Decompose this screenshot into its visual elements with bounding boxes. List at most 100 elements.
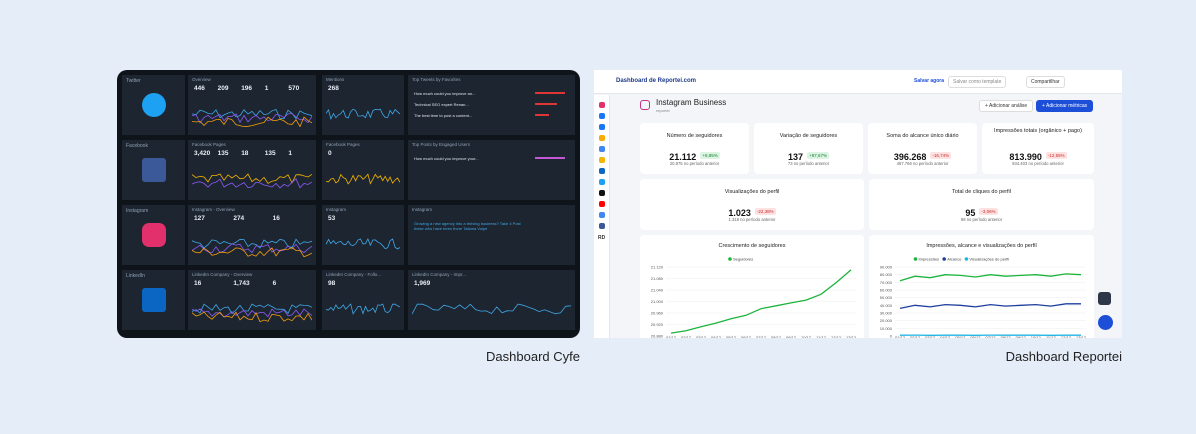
metric-label: Soma do alcance único diário (886, 133, 959, 139)
stat-value: 135 (217, 150, 229, 157)
sidebar-icon[interactable] (599, 157, 605, 163)
chat-button[interactable] (1098, 315, 1113, 330)
sidebar-icon[interactable] (599, 146, 605, 152)
list-item: Technical SEO expert Renan... (414, 102, 469, 107)
sidebar-icon[interactable] (599, 212, 605, 218)
y-tick-label: 20.920 (651, 322, 664, 327)
stat-value: 446 (194, 85, 205, 92)
x-tick-label: 08/12 (1001, 335, 1012, 338)
sidebar-icon[interactable] (599, 223, 605, 229)
x-tick-label: 04/12 (940, 335, 951, 338)
sidebar-icon[interactable] (599, 190, 605, 196)
network-icon (142, 223, 166, 247)
bar-indicator (535, 114, 549, 116)
y-tick-label: 50.000 (880, 295, 893, 300)
sidebar-icon[interactable] (599, 201, 605, 207)
sparkline (326, 173, 400, 185)
x-tick-label: 09/12 (786, 335, 797, 338)
y-tick-label: 70.000 (880, 280, 893, 285)
y-tick-label: 80.000 (880, 272, 893, 277)
sparkline-path (326, 303, 400, 315)
sidebar: RD (594, 95, 610, 338)
widget-title: Mentions (326, 77, 345, 82)
widget: Instagram Growing a new agency into a thr… (408, 205, 575, 265)
y-tick-label: 0 (890, 334, 893, 339)
metric-row: 137 +87,67% (754, 147, 863, 165)
sparkline (326, 108, 400, 121)
cyfe-dashboard: Twitter Overview 446 209 196 1 570 Mentions 268 T… (117, 70, 580, 338)
metric-label: Impressões totais (orgânico + pago) (994, 128, 1082, 134)
stat-value: 135 (264, 150, 276, 157)
chart-card: Crescimento de seguidores Seguidores 20.88… (640, 235, 864, 338)
metric-delta: -3,06% (979, 208, 998, 216)
widget: LinkedIn Company - Overview 16 1,743 6 (188, 270, 316, 330)
metric-label: Número de seguidores (666, 133, 723, 139)
sidebar-icon[interactable] (599, 179, 605, 185)
widget: Instagram 53 (322, 205, 404, 265)
sidebar-icon[interactable] (599, 113, 605, 119)
chart: Seguidores 20.880 20.920 20.960 21.000 21.040… (651, 257, 857, 339)
widget-title: LinkedIn Company - Follo... (326, 272, 382, 277)
legend-marker (728, 257, 732, 261)
widget-title: Instagram (326, 207, 347, 212)
x-tick-label: 03/12 (925, 335, 936, 338)
sidebar-label: RD (598, 235, 606, 241)
sparkline-path (326, 173, 400, 185)
scroll-top-button[interactable] (1098, 292, 1111, 305)
y-tick-label: 20.880 (651, 334, 664, 339)
widget: LinkedIn Company - Follo... 98 (322, 270, 404, 330)
add-analysis[interactable]: + Adicionar análise (979, 100, 1034, 112)
legend-label: Alcance (947, 257, 962, 262)
add-metrics[interactable]: + Adicionar métricas (1036, 100, 1094, 112)
series-line (899, 273, 1082, 282)
network-name: LinkedIn (126, 273, 145, 279)
share-button[interactable]: Compartilhar (1026, 76, 1065, 88)
widget-title: Instagram (412, 207, 433, 212)
metric-delta: +87,67% (807, 152, 829, 160)
template-button[interactable]: Salvar como template (948, 76, 1007, 88)
network-tile: Facebook (122, 140, 185, 200)
metric-row: 95 -3,06% (869, 203, 1094, 221)
x-tick-label: 02/12 (910, 335, 921, 338)
stat-value: 18 (241, 150, 249, 157)
sparkline (326, 238, 400, 250)
sidebar-icon[interactable] (599, 135, 605, 141)
legend-label: Impressões (919, 257, 940, 262)
sparkline (192, 238, 312, 257)
stat-value: 1,743 (233, 280, 250, 287)
sidebar-icon[interactable] (599, 124, 605, 130)
stat-value: 274 (233, 215, 245, 222)
y-tick-label: 21.080 (651, 276, 664, 281)
sparkline-path (192, 113, 312, 124)
stat-value: 1 (288, 150, 293, 157)
list-item: How much could you improve an... (414, 91, 476, 96)
x-tick-label: 07/12 (756, 335, 767, 338)
metric-value: 1.023 (728, 208, 751, 218)
legend-marker (942, 257, 946, 261)
y-tick-label: 21.040 (651, 288, 664, 293)
metric-previous: 20.875 no período anterior (669, 161, 720, 166)
metric-previous: 934.403 no período anterior (1012, 161, 1064, 166)
metric-card: Variação de seguidores 137 +87,67% 73 no pe… (754, 123, 863, 174)
page-title: Instagram Business (656, 98, 727, 107)
metric-row: 396.268 -16,74% (868, 147, 977, 165)
widget: Facebook Pages 0 (322, 140, 404, 200)
x-tick-label: 10/12 (1031, 335, 1042, 338)
sparkline-path (412, 303, 571, 315)
x-tick-label: 01/12 (666, 335, 677, 338)
metric-card: Total de cliques do perfil 95 -3,06% 98 no … (869, 179, 1094, 230)
widget-title: Facebook Pages (326, 142, 360, 147)
sparkline-path (192, 173, 312, 184)
sidebar-icon[interactable] (599, 102, 605, 108)
x-tick-label: 08/12 (771, 335, 782, 338)
reportei-dashboard: Dashboard de Reportei.com Salvar agora Sal… (594, 70, 1122, 338)
page-icon (640, 100, 650, 110)
sidebar-icon[interactable] (599, 168, 605, 174)
save-button[interactable]: Salvar agora (914, 78, 945, 84)
caption: Dashboard Cyfe (486, 349, 580, 364)
legend-label: Seguidores (733, 257, 753, 262)
stat-value: 16 (272, 215, 280, 222)
widget: Instagram - Overview 127 274 16 (188, 205, 316, 265)
sparkline (192, 109, 312, 127)
